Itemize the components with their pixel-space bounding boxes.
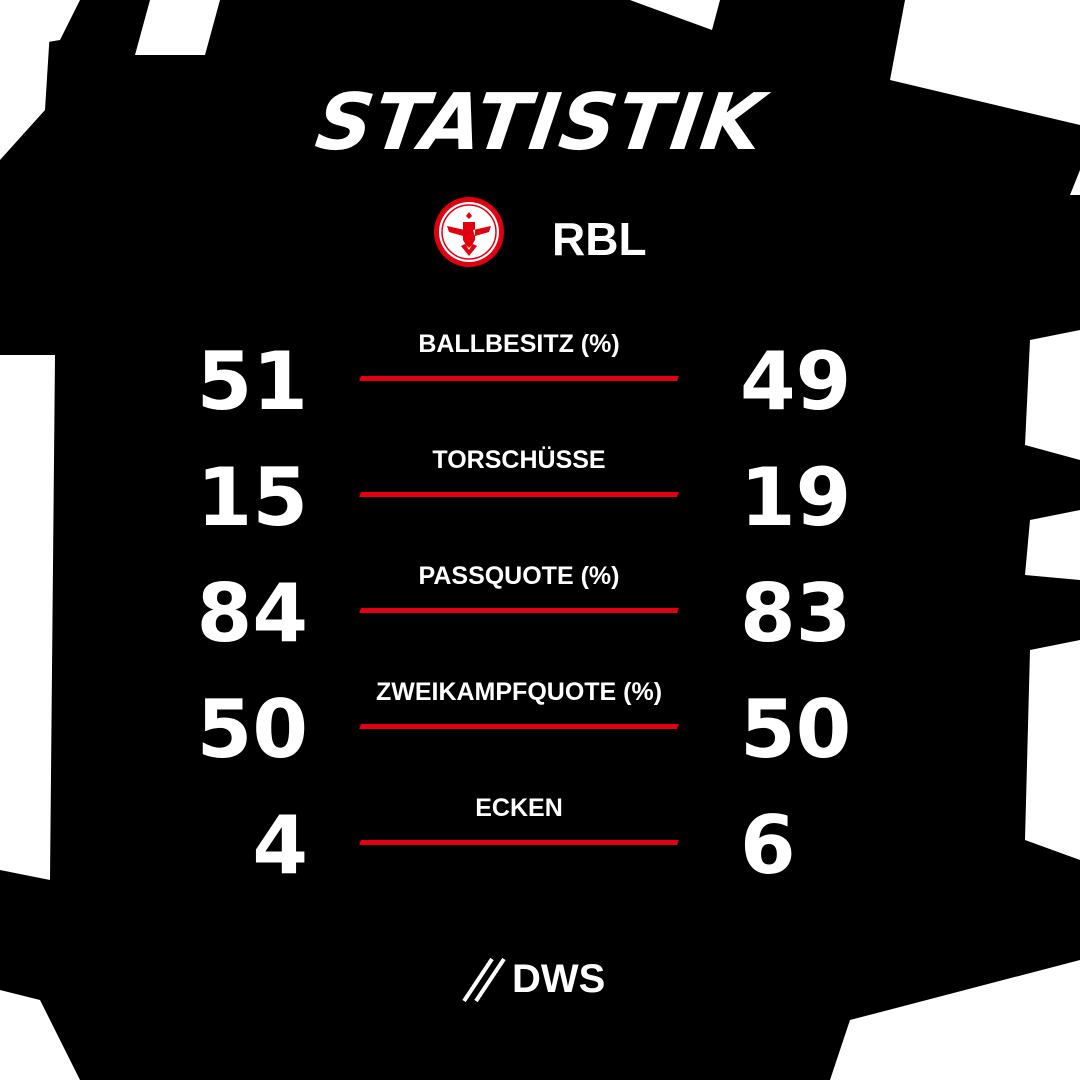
eintracht-crest-icon [434, 197, 504, 267]
stat-row: 84 PASSQUOTE (%) 83 [0, 562, 1080, 680]
sponsor-logo: DWS [462, 955, 622, 1005]
stat-divider [359, 376, 679, 381]
home-value: 51 [196, 335, 308, 428]
stat-label: BALLBESITZ (%) [418, 330, 620, 358]
stat-divider [359, 724, 679, 729]
stat-row: 50 ZWEIKAMPFQUOTE (%) 50 [0, 678, 1080, 796]
home-value: 84 [196, 567, 308, 660]
stat-label: ECKEN [475, 794, 563, 822]
away-value: 6 [740, 799, 796, 892]
stat-label: PASSQUOTE (%) [418, 562, 620, 590]
away-value: 49 [740, 335, 852, 428]
stat-divider [359, 608, 679, 613]
stat-divider [359, 840, 679, 845]
away-value: 19 [740, 451, 852, 544]
home-value: 4 [252, 799, 308, 892]
away-value: 83 [740, 567, 852, 660]
sponsor-name: DWS [512, 957, 606, 1001]
away-team-abbr: RBL [552, 213, 647, 265]
page-title: STATISTIK [310, 78, 770, 168]
stat-label: TORSCHÜSSE [432, 446, 606, 474]
stat-row: 15 TORSCHÜSSE 19 [0, 446, 1080, 564]
stat-row: 51 BALLBESITZ (%) 49 [0, 330, 1080, 448]
home-value: 50 [196, 683, 308, 776]
stat-label: ZWEIKAMPFQUOTE (%) [375, 678, 663, 706]
home-value: 15 [196, 451, 308, 544]
dws-slashes-icon [462, 957, 506, 1003]
stat-row: 4 ECKEN 6 [0, 794, 1080, 912]
away-value: 50 [740, 683, 852, 776]
stat-divider [359, 492, 679, 497]
